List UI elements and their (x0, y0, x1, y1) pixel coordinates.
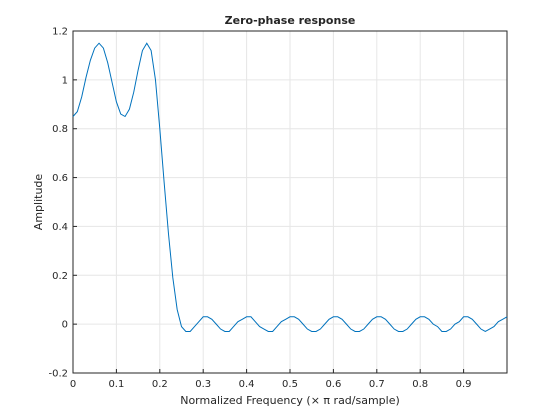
x-tick-label: 0.7 (369, 379, 385, 390)
data-line (72, 42, 508, 333)
x-tick-label: 0.5 (282, 379, 298, 390)
x-axis-label: Normalized Frequency (× π rad/sample) (180, 394, 400, 407)
y-tick-label: -0.2 (48, 369, 68, 380)
x-tick-label: 0.1 (108, 379, 124, 390)
y-tick-label: 0.6 (52, 173, 68, 184)
x-tick-label: 0 (70, 379, 76, 390)
y-tick-label: 0 (62, 320, 68, 331)
chart-title: Zero-phase response (225, 14, 356, 27)
y-tick-label: 0.2 (52, 271, 68, 282)
x-tick-label: 0.8 (412, 379, 428, 390)
y-tick-label: 1 (62, 75, 68, 86)
y-tick-label: 0.8 (52, 124, 68, 135)
y-axis-label: Amplitude (32, 174, 45, 231)
x-tick-label: 0.2 (152, 379, 168, 390)
y-tick-label: 0.4 (52, 222, 68, 233)
axes-box (72, 30, 508, 374)
x-tick-label: 0.4 (239, 379, 255, 390)
y-tick-label: 1.2 (52, 27, 68, 38)
x-tick-label: 0.6 (325, 379, 341, 390)
x-tick-label: 0.9 (456, 379, 472, 390)
x-tick-label: 0.3 (195, 379, 211, 390)
